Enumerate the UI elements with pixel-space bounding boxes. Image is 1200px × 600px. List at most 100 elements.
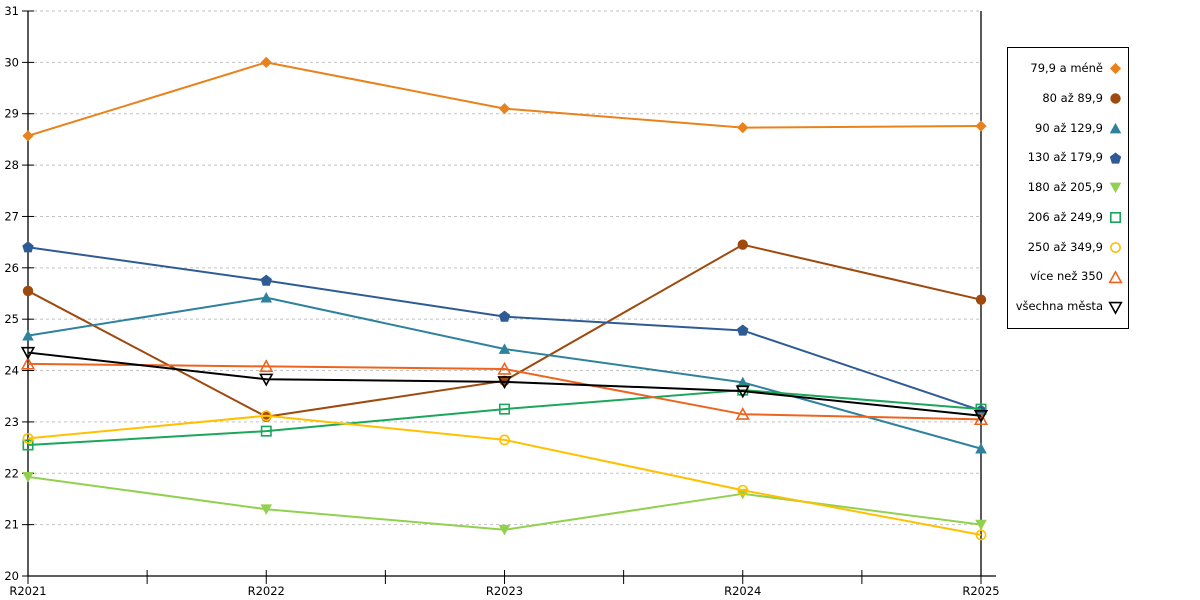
triangle-down-marker-icon (1108, 301, 1123, 315)
data-point-marker (22, 432, 34, 444)
circle-glyph (1110, 93, 1121, 104)
circle-marker-icon (1110, 93, 1121, 104)
square-glyph (1110, 212, 1121, 224)
y-axis-label: 20 (4, 569, 19, 583)
y-axis-label: 25 (4, 312, 19, 326)
legend-item: 79,9 a méně (1008, 58, 1128, 80)
y-axis-label: 22 (4, 466, 19, 480)
triangle-down-glyph (1109, 183, 1122, 194)
series-line (27, 389, 982, 447)
data-point-marker (975, 529, 987, 541)
data-point-marker (22, 439, 34, 451)
legend-item: 180 až 205,9 (1008, 177, 1128, 199)
data-point-marker (735, 406, 750, 420)
legend-item: 90 až 129,9 (1008, 117, 1128, 139)
y-axis-label: 31 (4, 4, 19, 18)
legend-label: všechna města (1015, 299, 1103, 314)
data-point-marker (260, 410, 272, 422)
data-point-marker (22, 471, 34, 483)
circle-glyph (1110, 242, 1121, 253)
x-axis-label: R2021 (9, 584, 46, 598)
data-point-marker (975, 120, 987, 132)
y-axis-label: 28 (4, 158, 19, 172)
chart-legend: 79,9 a méně 80 až 89,9 90 až 129,9 130 až 1… (1007, 47, 1129, 329)
data-point-marker (975, 519, 987, 531)
data-point-marker (975, 443, 987, 454)
data-point-marker (260, 425, 272, 437)
data-point-marker (737, 121, 749, 134)
x-axis-label: R2024 (724, 584, 761, 598)
y-axis-label: 29 (4, 107, 19, 121)
data-point-marker (20, 346, 36, 360)
data-point-marker (499, 434, 510, 446)
data-point-marker (497, 361, 512, 375)
data-point-marker (737, 324, 749, 336)
data-point-marker (22, 330, 34, 341)
legend-label: 79,9 a méně (1030, 61, 1103, 76)
data-point-marker (973, 410, 989, 423)
y-axis-label: 24 (4, 364, 19, 378)
data-point-marker (975, 294, 987, 305)
triangle-down-marker-icon (1109, 183, 1122, 194)
diamond-marker-icon (1109, 63, 1122, 75)
data-point-marker (737, 239, 748, 250)
data-point-marker (22, 130, 34, 142)
y-axis-label: 23 (4, 415, 19, 429)
triangle-up-marker-icon (1108, 269, 1123, 283)
series-line (27, 243, 982, 418)
legend-item: více než 350 (1008, 266, 1128, 288)
legend-item: 80 až 89,9 (1008, 88, 1128, 110)
data-point-marker (260, 504, 273, 515)
legend-label: 180 až 205,9 (1027, 180, 1103, 195)
y-axis-label: 26 (4, 261, 19, 275)
triangle-down-glyph (1108, 301, 1123, 315)
data-point-marker (498, 102, 511, 115)
data-point-marker (498, 343, 511, 354)
series-line (27, 414, 982, 536)
data-point-marker (497, 376, 512, 390)
x-axis-label: R2022 (248, 584, 285, 598)
data-point-marker (22, 285, 34, 297)
square-marker-icon (1110, 212, 1121, 224)
legend-item: 250 až 349,9 (1008, 236, 1128, 258)
legend-label: 130 až 179,9 (1027, 150, 1103, 165)
data-point-marker (260, 292, 273, 303)
data-point-marker (20, 356, 36, 370)
data-point-marker (259, 373, 274, 387)
circle-marker-icon (1110, 242, 1121, 253)
data-point-marker (737, 484, 749, 496)
x-axis-label: R2025 (962, 584, 999, 598)
series-line (27, 61, 982, 137)
legend-label: 80 až 89,9 (1042, 90, 1103, 105)
y-axis-label: 30 (4, 55, 19, 69)
legend-item: 206 až 249,9 (1008, 207, 1128, 229)
y-axis-label: 21 (4, 518, 19, 532)
triangle-up-glyph (1108, 269, 1123, 283)
diamond-glyph (1109, 63, 1122, 75)
triangle-up-marker-icon (1109, 122, 1122, 134)
legend-label: 206 až 249,9 (1027, 209, 1103, 224)
data-point-marker (973, 412, 989, 426)
data-point-marker (260, 56, 272, 68)
series-line (27, 362, 982, 421)
legend-label: 250 až 349,9 (1027, 239, 1103, 254)
legend-label: 90 až 129,9 (1035, 120, 1103, 135)
data-point-marker (260, 274, 272, 286)
legend-item: 130 až 179,9 (1008, 147, 1128, 169)
legend-label: více než 350 (1029, 269, 1103, 284)
data-point-marker (498, 524, 511, 536)
pentagon-glyph (1109, 152, 1122, 164)
y-axis-label: 27 (4, 209, 19, 223)
data-point-marker (259, 359, 274, 373)
triangle-up-glyph (1109, 122, 1122, 134)
series-line (27, 475, 982, 531)
pentagon-marker-icon (1109, 152, 1122, 164)
data-point-marker (499, 403, 510, 415)
series-line (27, 351, 982, 417)
data-point-marker (735, 385, 750, 399)
data-point-marker (22, 241, 34, 253)
data-point-marker (498, 310, 511, 322)
x-axis-label: R2023 (486, 584, 523, 598)
